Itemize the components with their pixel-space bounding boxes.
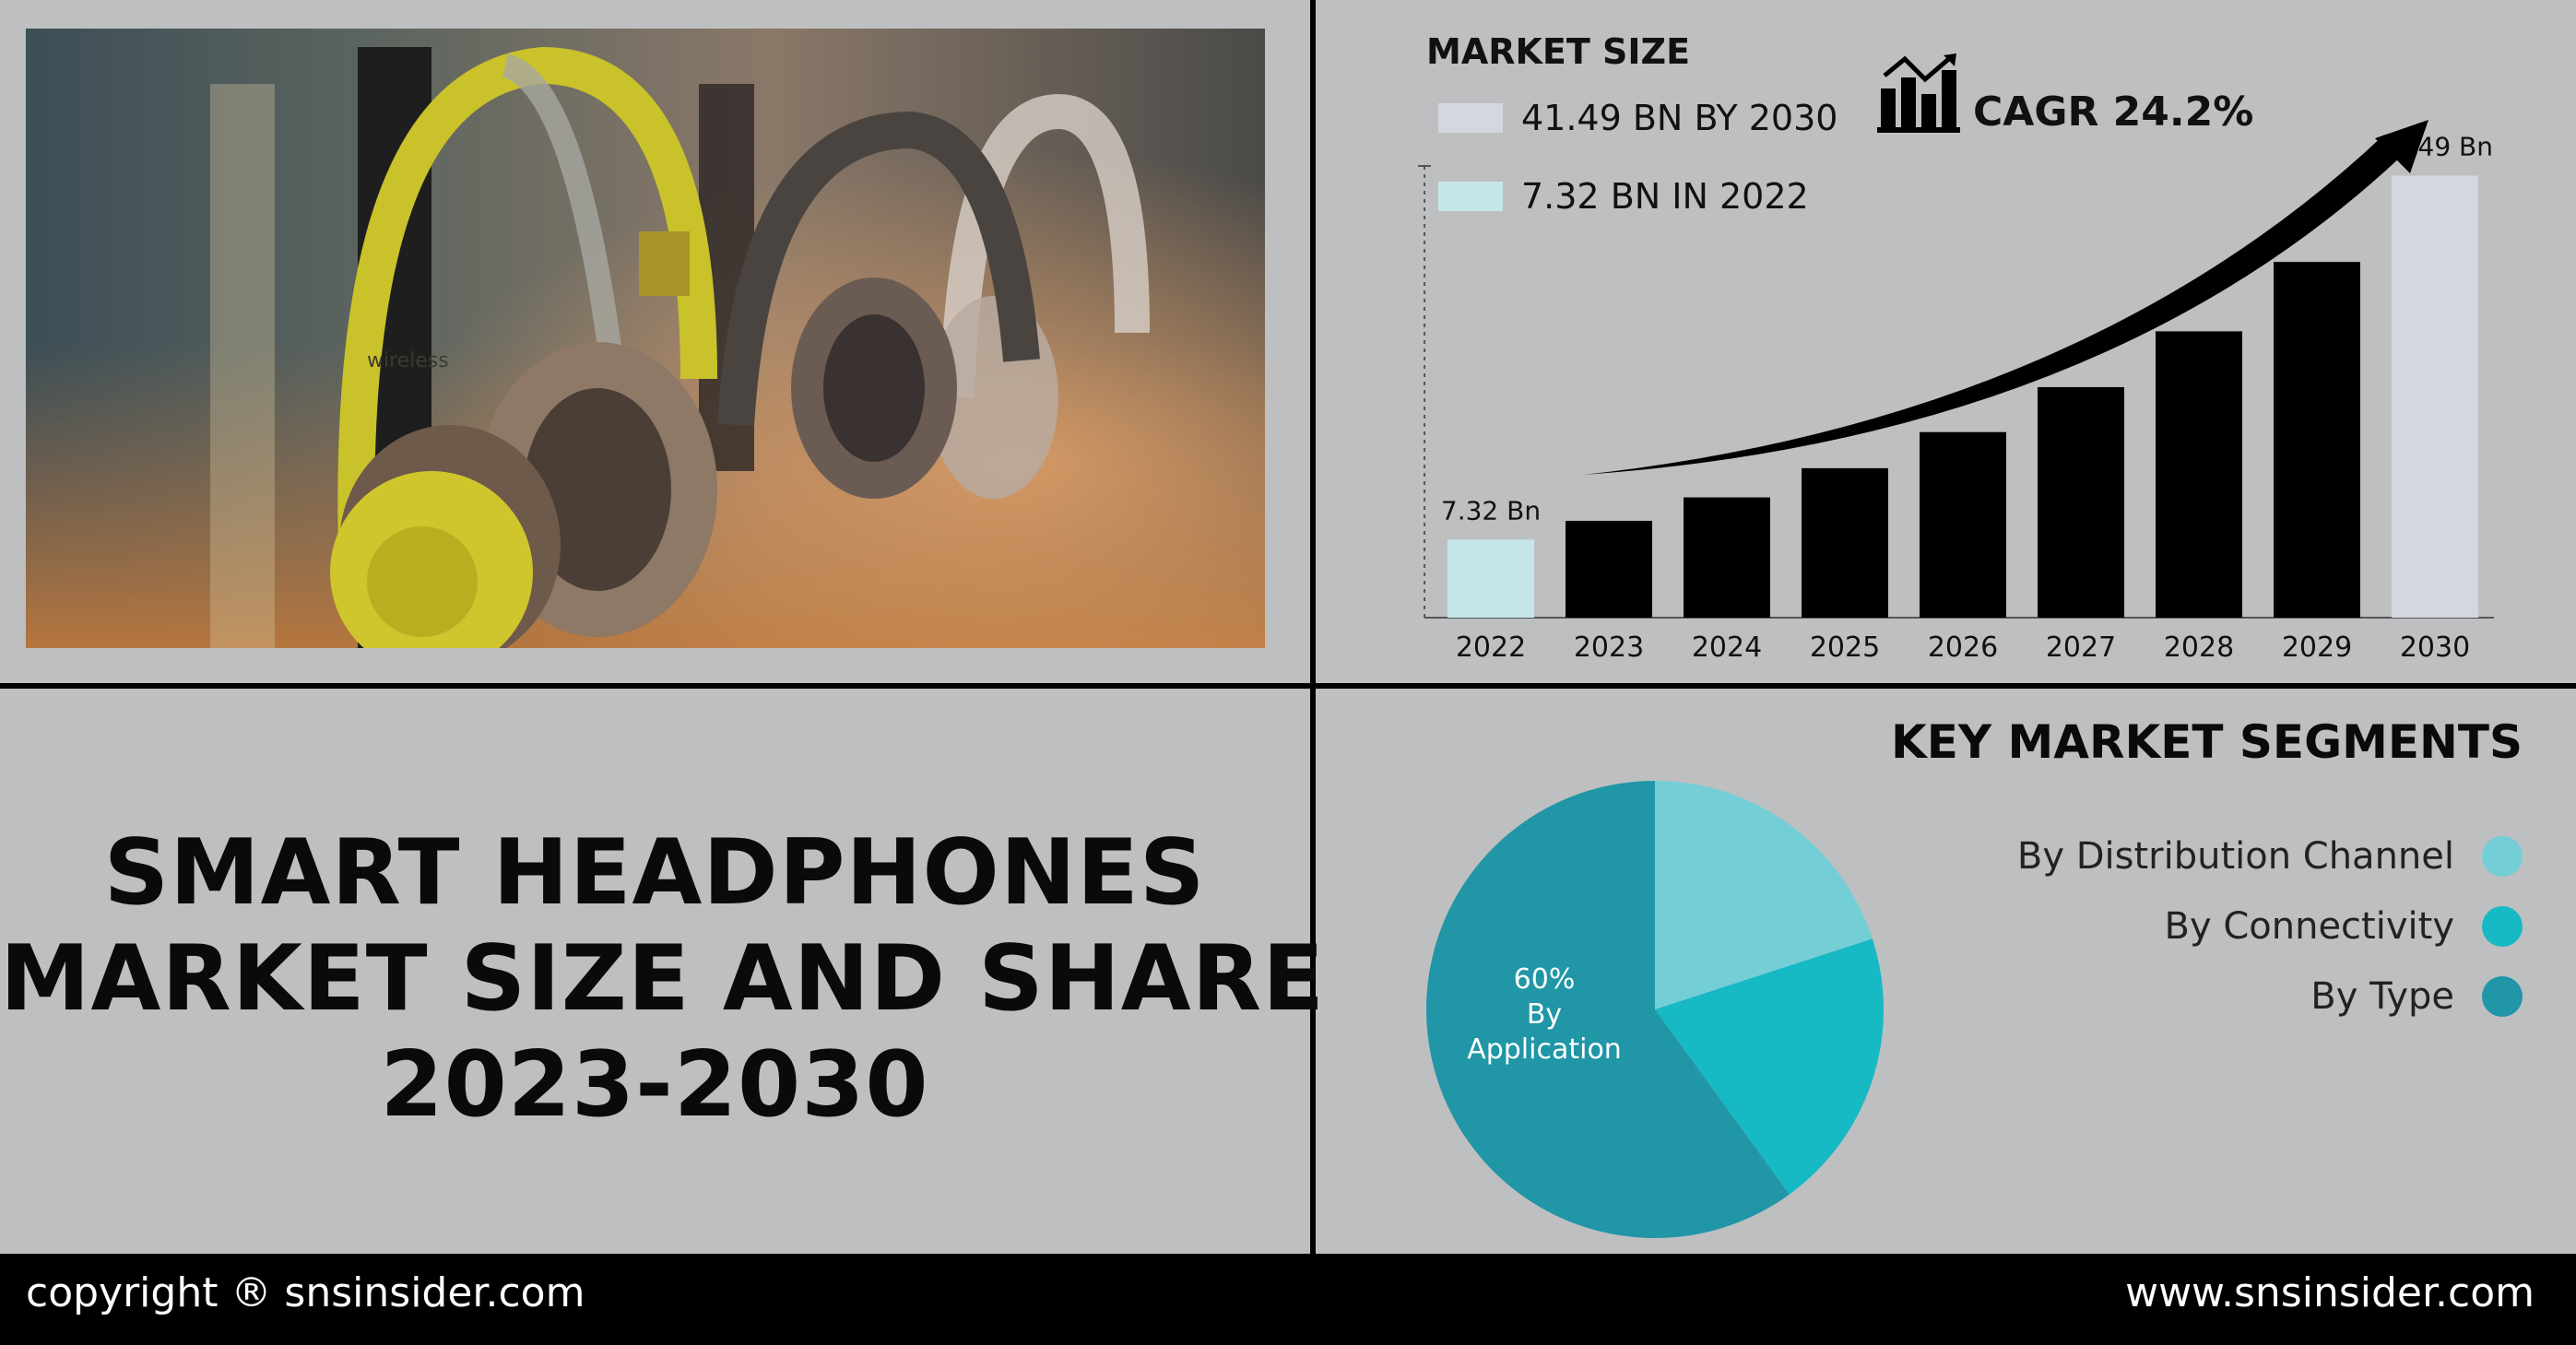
market-size-heading: MARKET SIZE bbox=[1426, 31, 1691, 72]
bar-2027 bbox=[2038, 386, 2124, 618]
x-tick-2030: 2030 bbox=[2400, 631, 2470, 664]
footer-bar bbox=[0, 1254, 2576, 1345]
data-label-2022: 7.32 Bn bbox=[1441, 495, 1541, 525]
pie-slice-0 bbox=[1655, 781, 1873, 1009]
x-tick-2028: 2028 bbox=[2164, 631, 2234, 664]
segments-heading: KEY MARKET SEGMENTS bbox=[1891, 715, 2523, 769]
x-tick-2023: 2023 bbox=[1574, 631, 1644, 664]
pie-label-line-1: By bbox=[1527, 998, 1562, 1031]
market-size-bar-chart: 2022 7.32 Bn 2023 2024 2025 2026 2027 2028 2029 2… bbox=[1418, 120, 2494, 664]
footer-website-link[interactable]: www.snsinsider.com bbox=[2125, 1269, 2535, 1316]
pie-label-line-0: 60% bbox=[1514, 963, 1576, 996]
headphones-photo: wireless bbox=[26, 29, 1265, 648]
segment-dot-distribution bbox=[2482, 836, 2523, 877]
segment-dot-connectivity bbox=[2482, 906, 2523, 947]
legend-label-2022: 7.32 BN IN 2022 bbox=[1521, 176, 1809, 217]
bar-2029 bbox=[2274, 262, 2360, 618]
segment-item-type: By Type bbox=[2310, 975, 2523, 1018]
segment-label-type: By Type bbox=[2310, 975, 2454, 1018]
x-tick-2029: 2029 bbox=[2282, 631, 2352, 664]
photo-wireless-text: wireless bbox=[367, 349, 449, 372]
segment-item-distribution: By Distribution Channel bbox=[2017, 835, 2523, 878]
bar-2025 bbox=[1802, 467, 1888, 618]
title-line-1: SMART HEADPHONES bbox=[103, 820, 1206, 926]
bar-2023 bbox=[1566, 520, 1652, 618]
bar-2026 bbox=[1920, 431, 2006, 618]
x-tick-2025: 2025 bbox=[1810, 631, 1880, 664]
bar-2022 bbox=[1448, 539, 1534, 618]
legend-swatch-2022 bbox=[1438, 182, 1503, 211]
bar-chart-trend-icon bbox=[1877, 53, 1960, 133]
pie-slice-2 bbox=[1426, 781, 1790, 1238]
pie-label-line-2: Application bbox=[1467, 1033, 1622, 1066]
x-tick-2024: 2024 bbox=[1692, 631, 1762, 664]
x-tick-2026: 2026 bbox=[1928, 631, 1998, 664]
vertical-divider bbox=[1310, 0, 1316, 1254]
segment-label-connectivity: By Connectivity bbox=[2164, 905, 2454, 948]
footer-copyright: copyright ® snsinsider.com bbox=[26, 1269, 585, 1316]
legend-item-2022: 7.32 BN IN 2022 bbox=[1438, 176, 1809, 217]
horizontal-divider bbox=[0, 683, 2576, 689]
page-title: SMART HEADPHONES MARKET SIZE AND SHARE 2… bbox=[0, 820, 1326, 1139]
bar-2028 bbox=[2156, 331, 2242, 618]
segment-item-connectivity: By Connectivity bbox=[2165, 905, 2523, 948]
title-line-2: MARKET SIZE AND SHARE bbox=[0, 926, 1326, 1032]
segment-dot-type bbox=[2482, 976, 2523, 1017]
legend-swatch-2030 bbox=[1438, 103, 1503, 133]
legend-item-2030: 41.49 BN BY 2030 bbox=[1438, 98, 1837, 138]
pie-slice-1 bbox=[1655, 938, 1884, 1195]
legend-label-2030: 41.49 BN BY 2030 bbox=[1521, 98, 1838, 138]
title-line-3: 2023-2030 bbox=[380, 1032, 929, 1138]
bar-2030 bbox=[2392, 175, 2478, 618]
cagr-value: CAGR 24.2% bbox=[1973, 88, 2254, 136]
bar-2024 bbox=[1684, 497, 1770, 618]
trend-arrow-head bbox=[2375, 120, 2428, 173]
segment-label-distribution: By Distribution Channel bbox=[2016, 835, 2454, 878]
x-tick-2022: 2022 bbox=[1456, 631, 1526, 664]
x-tick-2027: 2027 bbox=[2046, 631, 2116, 664]
